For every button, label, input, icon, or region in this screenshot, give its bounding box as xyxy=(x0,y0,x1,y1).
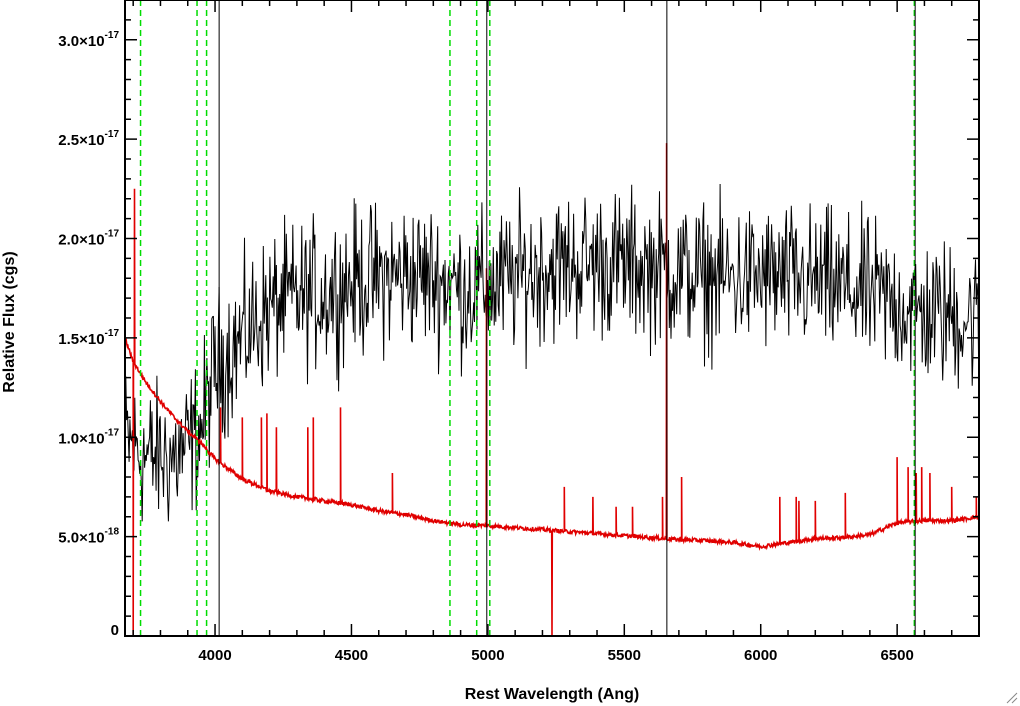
tick-labels-layer: 4000 4500 5000 5500 6000 6500 0 5.0×10-18 1.0×10… xyxy=(58,30,914,664)
model-spectrum-line xyxy=(124,143,980,637)
resize-grip-icon[interactable] xyxy=(1004,690,1018,704)
x-tick-label: 6000 xyxy=(744,647,777,664)
observed-spectrum-line xyxy=(124,183,980,522)
x-tick-label: 5000 xyxy=(471,647,504,664)
y-tick-label: 2.0×10-17 xyxy=(58,229,119,249)
y-tick-label: 2.5×10-17 xyxy=(58,129,119,149)
y-tick-label: 1.5×10-17 xyxy=(58,328,119,348)
x-tick-label: 5500 xyxy=(608,647,641,664)
y-tick-label: 5.0×10-18 xyxy=(58,527,119,547)
x-tick-label: 4500 xyxy=(335,647,368,664)
x-axis-label: Rest Wavelength (Ang) xyxy=(465,686,640,703)
plot-data-layer xyxy=(124,143,980,637)
y-tick-label: 1.0×10-17 xyxy=(58,427,119,447)
y-axis-label: Relative Flux (cgs) xyxy=(1,251,18,392)
vertical-lines-layer xyxy=(139,0,916,636)
y-tick-label: 0 xyxy=(111,622,119,639)
y-tick-label: 3.0×10-17 xyxy=(58,30,119,50)
x-tick-label: 4000 xyxy=(198,647,231,664)
axis-ticks-layer xyxy=(125,0,980,637)
x-tick-label: 6500 xyxy=(880,647,913,664)
